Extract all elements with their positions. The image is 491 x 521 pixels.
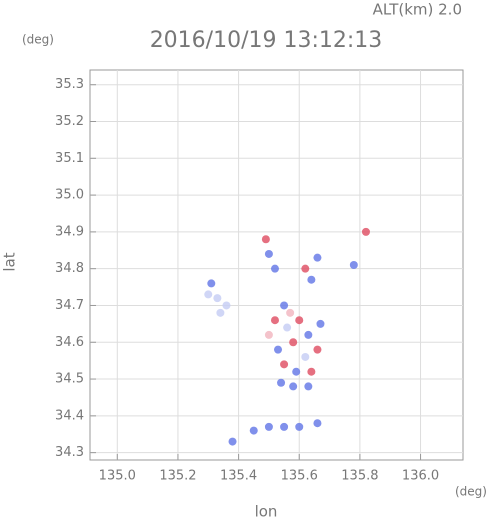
echo-point	[264, 330, 273, 339]
echo-point	[307, 275, 316, 284]
x-unit: (deg)	[455, 485, 487, 499]
y-tick-label: 34.4	[55, 408, 84, 423]
echo-point	[313, 419, 322, 428]
y-tick-label: 35.2	[55, 114, 84, 129]
x-tick-label: 135.6	[281, 469, 318, 484]
echo-point	[289, 338, 298, 347]
echo-point	[270, 264, 279, 273]
echo-point	[277, 378, 286, 387]
y-tick-label: 35.0	[55, 188, 84, 203]
echo-point	[261, 235, 270, 244]
echo-point	[270, 316, 279, 325]
echo-point	[274, 345, 283, 354]
x-tick-label: 135.2	[159, 469, 196, 484]
y-tick-label: 34.5	[55, 372, 84, 387]
echo-point	[361, 227, 370, 236]
echo-point	[280, 301, 289, 310]
x-tick-label: 135.0	[99, 469, 136, 484]
echo-point	[313, 253, 322, 262]
echo-point	[207, 279, 216, 288]
echo-point	[316, 319, 325, 328]
echo-point	[286, 308, 295, 317]
y-unit: (deg)	[22, 33, 54, 47]
y-axis-label: lat	[1, 252, 19, 271]
echo-point	[301, 264, 310, 273]
echo-point	[216, 308, 225, 317]
y-tick-label: 34.3	[55, 445, 84, 460]
echo-point	[264, 422, 273, 431]
echo-point	[222, 301, 231, 310]
x-tick-label: 136.0	[402, 469, 439, 484]
echo-point	[264, 249, 273, 258]
echo-point	[349, 261, 358, 269]
plot-frame	[89, 69, 464, 461]
echo-point	[307, 367, 316, 376]
y-tick-label: 34.9	[55, 224, 84, 239]
y-tick-label: 34.6	[55, 335, 84, 350]
echo-point	[304, 330, 313, 339]
echo-point	[283, 323, 292, 332]
chart-title: 2016/10/19 13:12:13	[150, 28, 383, 53]
echo-point	[213, 294, 222, 303]
echo-point	[204, 290, 213, 299]
echo-point	[301, 352, 310, 361]
x-tick-label: 135.8	[341, 469, 378, 484]
y-tick-label: 35.1	[55, 151, 84, 166]
echo-point	[228, 437, 237, 446]
echo-point	[280, 422, 289, 431]
y-tick-label: 35.3	[55, 77, 84, 92]
x-axis-label: lon	[255, 503, 278, 521]
echo-point	[292, 367, 301, 376]
echo-point	[289, 382, 298, 391]
echo-point	[295, 316, 304, 325]
altitude-label: ALT(km) 2.0	[373, 1, 462, 19]
echo-point	[249, 426, 258, 435]
echo-point	[280, 360, 289, 369]
y-tick-label: 34.7	[55, 298, 84, 313]
y-tick-label: 34.8	[55, 261, 84, 276]
echo-point	[313, 345, 322, 354]
echo-point	[295, 422, 304, 431]
x-tick-label: 135.4	[220, 469, 257, 484]
echo-point	[304, 382, 313, 391]
